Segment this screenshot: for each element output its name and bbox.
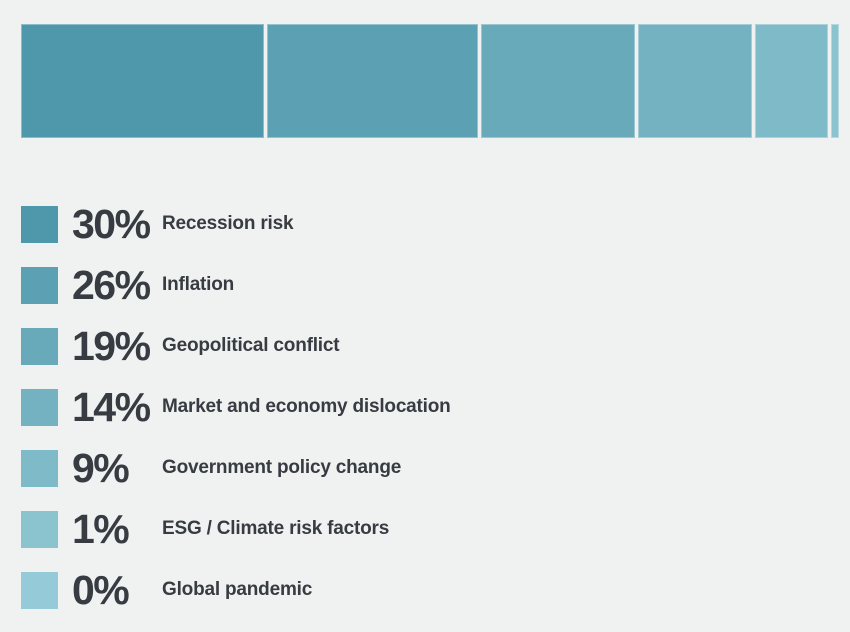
legend-swatch <box>21 327 58 365</box>
legend-label: Global pandemic <box>162 579 313 600</box>
legend-item: 9% Government policy change <box>21 445 451 491</box>
bar-segment <box>267 24 479 138</box>
legend-value: 14% <box>72 384 151 430</box>
legend-item: 1% ESG / Climate risk factors <box>21 506 451 552</box>
legend-label: Market and economy dislocation <box>162 396 451 417</box>
legend-value: 26% <box>72 262 151 308</box>
legend-label: Geopolitical conflict <box>162 335 340 356</box>
bar-segment <box>638 24 752 138</box>
stacked-bar <box>21 24 839 138</box>
legend-value: 19% <box>72 323 151 369</box>
bar-segment <box>21 24 265 138</box>
legend-item: 19% Geopolitical conflict <box>21 323 451 369</box>
legend-swatch <box>21 388 58 426</box>
legend: 30% Recession risk 26% Inflation 19% Geopolit… <box>21 201 451 632</box>
legend-item: 14% Market and economy dislocation <box>21 384 451 430</box>
bar-segment <box>830 24 839 138</box>
legend-value: 0% <box>72 567 130 613</box>
legend-swatch <box>21 449 58 487</box>
legend-label: Government policy change <box>162 457 402 478</box>
legend-label: Recession risk <box>162 213 294 234</box>
legend-value: 9% <box>72 445 130 491</box>
legend-swatch <box>21 571 58 609</box>
legend-swatch <box>21 205 58 243</box>
bar-segment <box>481 24 636 138</box>
bar-segment <box>754 24 828 138</box>
legend-item: 26% Inflation <box>21 262 451 308</box>
legend-swatch <box>21 510 58 548</box>
legend-item: 0% Global pandemic <box>21 567 451 613</box>
legend-label: ESG / Climate risk factors <box>162 518 390 539</box>
legend-item: 30% Recession risk <box>21 201 451 247</box>
legend-swatch <box>21 266 58 304</box>
legend-value: 1% <box>72 506 130 552</box>
legend-label: Inflation <box>162 274 235 295</box>
legend-value: 30% <box>72 201 151 247</box>
